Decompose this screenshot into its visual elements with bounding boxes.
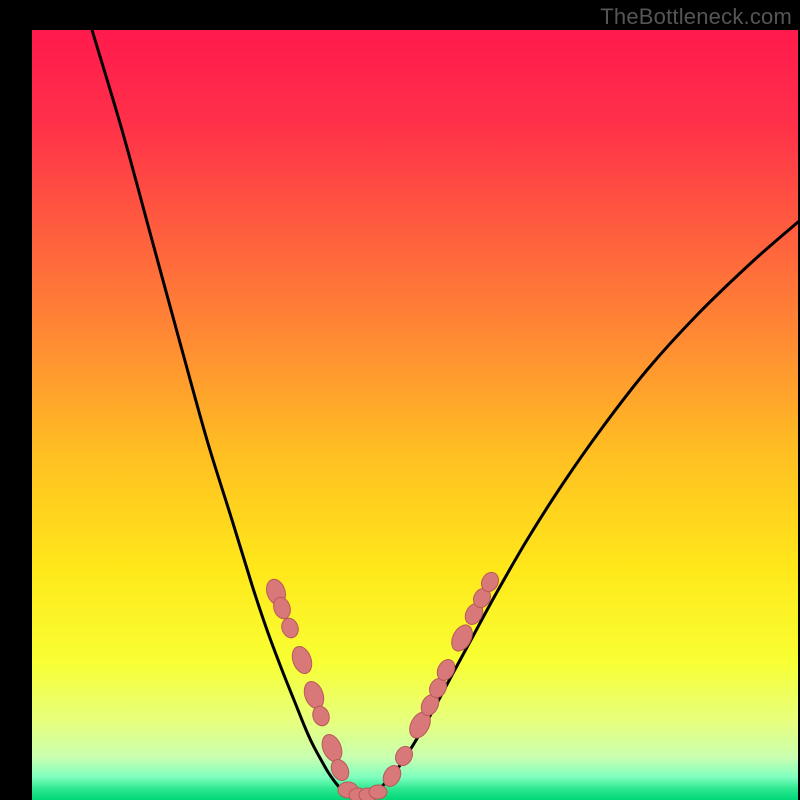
marker-point: [447, 621, 476, 654]
plot-area: [32, 30, 798, 800]
marker-point: [289, 644, 315, 676]
left-curve: [92, 30, 358, 798]
marker-point: [301, 679, 327, 711]
chart-frame: TheBottleneck.com: [0, 0, 800, 800]
bottom-markers: [338, 782, 387, 800]
curve-layer: [32, 30, 798, 800]
watermark-text: TheBottleneck.com: [600, 4, 792, 30]
marker-point: [279, 616, 301, 640]
left-markers: [263, 577, 352, 784]
right-markers: [380, 569, 502, 789]
marker-point: [369, 785, 387, 799]
